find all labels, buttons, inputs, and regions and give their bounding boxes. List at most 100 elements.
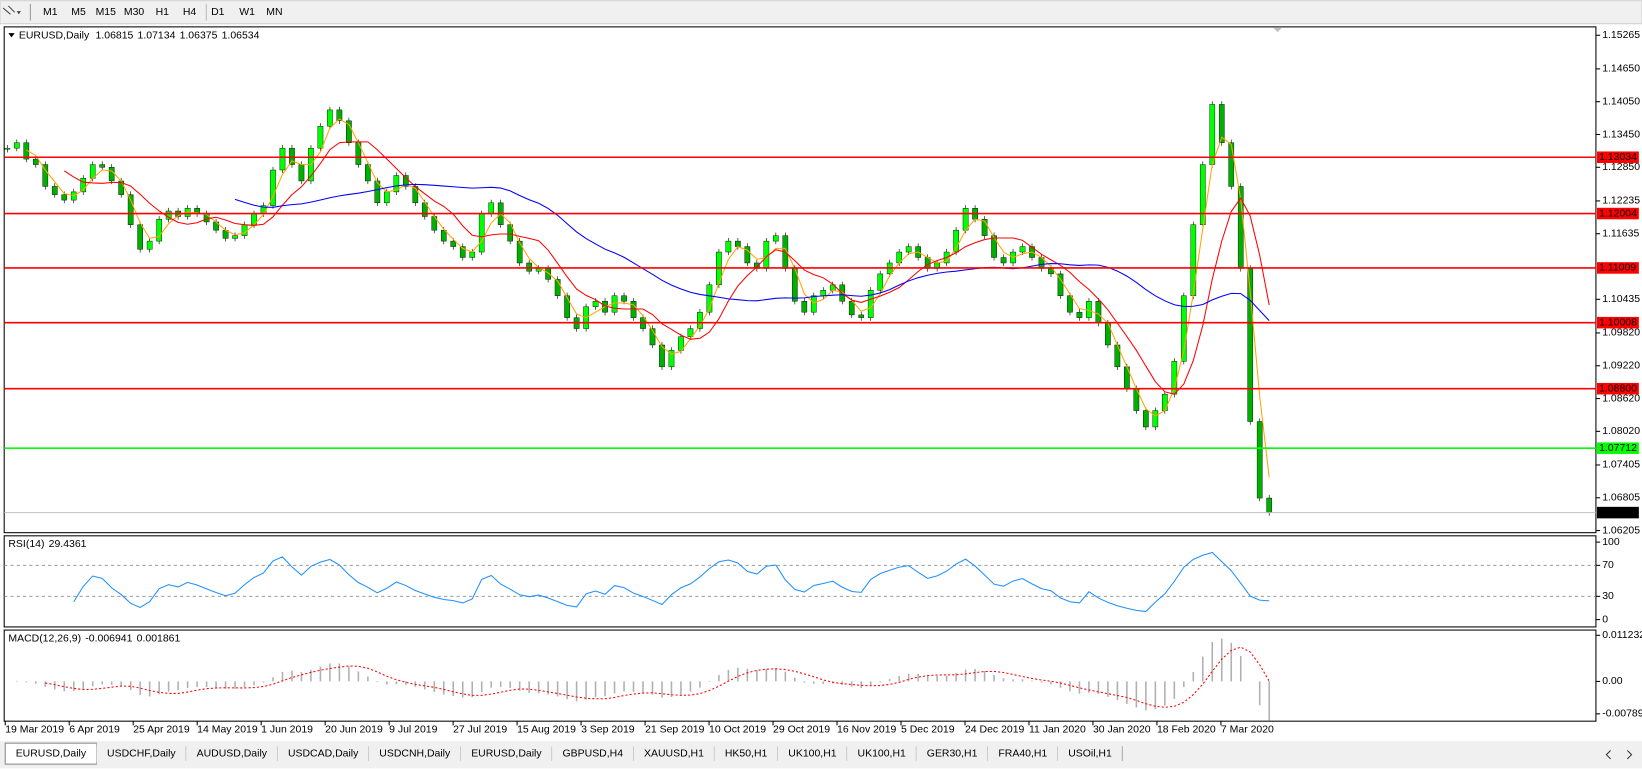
candle	[962, 208, 969, 231]
candle	[1067, 295, 1073, 313]
timeframe-button[interactable]: H1	[156, 7, 170, 18]
tool-icon[interactable]	[2, 5, 16, 15]
candle	[51, 186, 58, 195]
open: 1.06815	[96, 30, 134, 41]
candle	[365, 164, 371, 182]
tab[interactable]: USDCNH,Daily	[368, 743, 462, 765]
x-tick-label: 3 Sep 2019	[581, 724, 635, 735]
candle	[725, 240, 732, 253]
candle	[1143, 410, 1149, 428]
tab[interactable]: GER30,H1	[916, 743, 989, 765]
timeframe-button[interactable]: MN	[266, 7, 282, 18]
tab[interactable]: EURUSD,Daily	[460, 743, 553, 765]
tab[interactable]: UK100,H1	[847, 743, 917, 765]
rsi-line	[73, 551, 1270, 613]
candle	[649, 328, 656, 346]
tab[interactable]: HK50,H1	[714, 743, 779, 765]
tab-label: USDCHF,Daily	[107, 748, 176, 759]
y-tick-label: 0	[1602, 614, 1608, 625]
tab[interactable]: EURUSD,Daily	[4, 742, 98, 765]
tab-label: EURUSD,Daily	[16, 748, 87, 759]
candle	[336, 109, 343, 122]
level-price-label: 1.12004	[1599, 208, 1637, 219]
tab[interactable]: USDCAD,Daily	[277, 743, 370, 765]
timeframe-label: W1	[239, 7, 255, 18]
candle	[241, 224, 248, 236]
tab[interactable]: AUDUSD,Daily	[186, 743, 279, 765]
level-price-box	[1596, 207, 1639, 220]
level-price-box	[1596, 316, 1639, 329]
y-tick-label: 1.09220	[1602, 361, 1640, 372]
tab[interactable]: USOil,H1	[1057, 743, 1123, 765]
candle	[687, 328, 694, 337]
tab[interactable]: GBPUSD,H4	[552, 743, 635, 765]
x-tick-label: 29 Oct 2019	[773, 724, 830, 735]
high: 1.07134	[138, 30, 176, 41]
candle	[384, 191, 390, 204]
candle	[327, 109, 333, 127]
candle	[32, 158, 39, 165]
candle	[127, 194, 134, 225]
tab-label: FRA40,H1	[998, 748, 1047, 759]
moving-average	[64, 141, 1270, 395]
candle	[858, 314, 865, 318]
candle	[953, 229, 959, 253]
tab[interactable]: UK100,H1	[777, 743, 848, 765]
timeframe-label: MN	[266, 7, 282, 18]
x-tick-label: 5 Dec 2019	[901, 724, 955, 735]
candle	[488, 202, 495, 214]
tab-background	[777, 743, 848, 765]
y-tick-label: 1.13450	[1602, 129, 1640, 140]
y-tick-label: 1.10435	[1602, 294, 1640, 305]
y-tick-label: 1.07405	[1602, 460, 1640, 471]
tool-dropdown[interactable]	[16, 11, 21, 15]
timeframe-button[interactable]: W1	[239, 7, 255, 18]
candle	[1180, 295, 1187, 362]
candle	[773, 235, 779, 242]
tab-scroll-right[interactable]	[1626, 750, 1633, 760]
x-tick-label: 27 Jul 2019	[453, 724, 507, 735]
y-tick-label: 0.00	[1602, 676, 1623, 687]
timeframe-button[interactable]: M5	[71, 7, 86, 18]
timeframe-button[interactable]: M1	[43, 7, 58, 18]
macd-signal-line	[45, 646, 1270, 708]
candle	[108, 167, 115, 182]
x-tick-label: 20 Jun 2019	[325, 724, 383, 735]
tab-label: HK50,H1	[725, 748, 768, 759]
timeframe-button[interactable]: M30	[124, 7, 145, 18]
timeframe-button[interactable]: D1	[211, 7, 225, 18]
current-price-box	[1596, 506, 1639, 519]
candle	[440, 229, 447, 242]
tab[interactable]: FRA40,H1	[987, 743, 1059, 765]
y-tick-label: 1.14650	[1602, 64, 1640, 75]
header-arrow	[8, 33, 15, 38]
timeframe-label: M5	[71, 7, 86, 18]
tab-label: AUDUSD,Daily	[197, 748, 268, 759]
candle	[146, 240, 153, 250]
x-tick-label: 24 Dec 2019	[965, 724, 1025, 735]
candle	[991, 235, 997, 258]
candle	[1228, 142, 1235, 187]
y-tick-label: 1.06205	[1602, 525, 1640, 536]
y-tick-label: 1.09820	[1602, 328, 1640, 339]
y-tick-label: 30	[1602, 591, 1614, 602]
y-tick-label: -0.007894	[1602, 709, 1642, 720]
macd-pane	[3, 629, 1597, 722]
chart-header: EURUSD,Daily 1.06815 1.07134 1.06375 1.06534	[19, 30, 260, 41]
y-tick-label: 1.15265	[1602, 30, 1640, 41]
candle	[232, 235, 238, 239]
tab-background	[186, 743, 278, 765]
tab[interactable]: XAUUSD,H1	[633, 743, 715, 765]
y-tick-label: 1.14050	[1602, 96, 1640, 107]
timeframe-button[interactable]: H4	[183, 7, 197, 18]
tab-scroll-left[interactable]	[1605, 750, 1611, 760]
main-pane	[3, 26, 1597, 534]
candle	[80, 178, 87, 193]
candle	[13, 142, 20, 149]
timeframe-label: H4	[183, 7, 197, 18]
candle	[402, 175, 409, 187]
tab-label: EURUSD,Daily	[471, 748, 542, 759]
timeframe-button[interactable]: M15	[96, 7, 117, 18]
candle	[1000, 257, 1007, 264]
tab[interactable]: USDCHF,Daily	[96, 743, 187, 765]
